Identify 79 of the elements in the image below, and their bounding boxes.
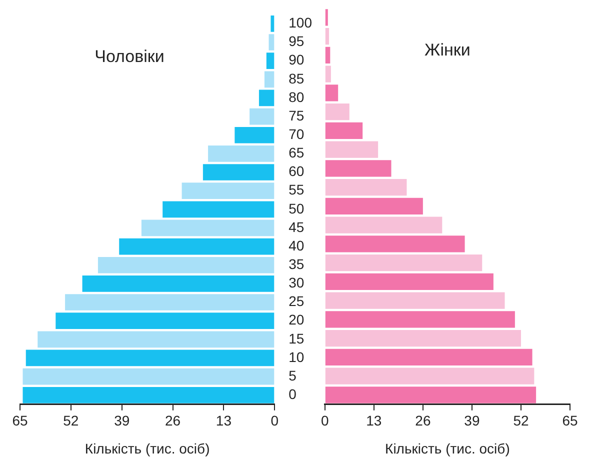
bar <box>141 220 274 236</box>
bar <box>325 368 534 384</box>
bar <box>325 386 536 404</box>
y-tick-label: 40 <box>288 237 304 254</box>
y-tick-label: 55 <box>288 182 304 198</box>
bar <box>208 146 274 162</box>
y-tick-label: 60 <box>288 163 304 180</box>
x-tick-label: 65 <box>12 412 28 429</box>
y-tick-label: 25 <box>288 293 304 310</box>
bar <box>325 273 494 290</box>
bar <box>325 198 423 215</box>
bar <box>325 104 350 120</box>
bar <box>98 256 274 274</box>
bar <box>325 179 407 196</box>
bar <box>325 28 330 45</box>
bar <box>325 141 378 158</box>
bar <box>325 348 532 366</box>
y-tick-label: 15 <box>288 330 304 346</box>
bar <box>325 160 392 177</box>
bar <box>268 34 274 50</box>
y-tick-label: 75 <box>288 107 304 124</box>
x-tick-label: 65 <box>562 412 578 429</box>
bar <box>325 66 331 82</box>
bar <box>234 126 274 144</box>
y-tick-label: 95 <box>288 33 304 50</box>
x-tick-label: 39 <box>464 412 480 429</box>
y-tick-label: 10 <box>288 348 304 365</box>
bar <box>182 182 274 199</box>
y-tick-label: 85 <box>288 70 304 86</box>
bar <box>250 108 274 125</box>
y-tick-label: 65 <box>288 144 304 161</box>
text: Жінки <box>424 40 470 60</box>
bar <box>325 236 465 252</box>
x-tick-label: 0 <box>320 412 329 429</box>
bar <box>325 9 328 26</box>
x-tick-label: 39 <box>114 412 130 429</box>
bar <box>325 46 330 64</box>
x-tick-label: 0 <box>270 412 279 429</box>
x-tick-label: 52 <box>513 412 529 429</box>
x-tick-label: 13 <box>216 412 232 429</box>
y-tick-label: 45 <box>288 218 304 235</box>
x-tick-label: 13 <box>366 412 382 429</box>
bar <box>258 90 274 106</box>
bar <box>325 122 363 139</box>
bar <box>119 238 274 255</box>
bar <box>26 350 274 366</box>
x-axis-title: Кількість (тис. осіб) <box>385 440 510 456</box>
y-tick-label: 80 <box>288 88 304 105</box>
bar <box>22 386 274 404</box>
bar <box>325 330 521 347</box>
y-tick-label: 20 <box>288 312 304 328</box>
bar <box>325 216 442 234</box>
bar <box>22 368 274 385</box>
bar <box>325 254 482 272</box>
x-tick-label: 52 <box>63 412 79 429</box>
bar <box>266 52 274 69</box>
bar <box>325 311 515 328</box>
bar <box>325 84 338 102</box>
bar <box>325 292 505 309</box>
y-tick-label: 30 <box>288 274 304 291</box>
bar <box>65 294 274 310</box>
y-tick-label: 50 <box>288 200 304 216</box>
y-tick-label: 0 <box>288 386 297 402</box>
bar <box>82 276 274 292</box>
x-axis-title: Кількість (тис. осіб) <box>84 440 210 456</box>
bar <box>162 201 274 218</box>
bar <box>270 16 274 32</box>
y-tick-label: 100 <box>288 14 312 31</box>
x-tick-label: 26 <box>415 412 431 429</box>
bar <box>38 331 274 348</box>
x-tick-label: 26 <box>164 412 181 429</box>
y-tick-label: 35 <box>288 256 304 272</box>
y-tick-label: 5 <box>288 367 297 384</box>
y-tick-label: 90 <box>288 52 304 68</box>
bar <box>202 164 274 180</box>
bar <box>264 71 274 88</box>
text: Чоловіки <box>94 47 164 66</box>
bar <box>56 312 274 329</box>
y-tick-label: 70 <box>288 126 304 142</box>
